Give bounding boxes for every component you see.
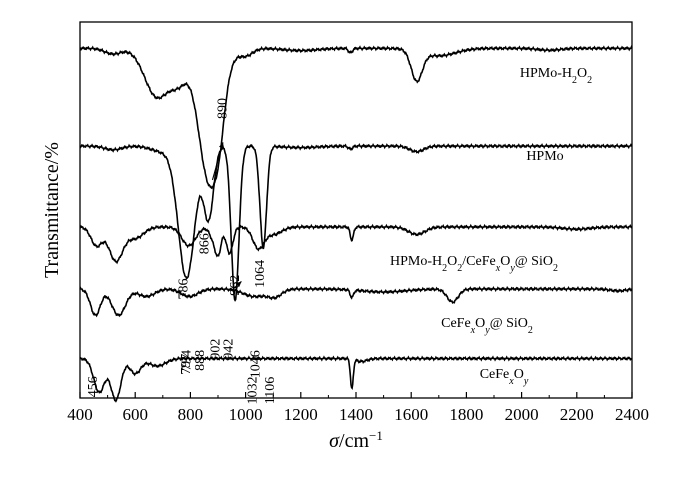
series-label-5: CeFexOy: [480, 367, 529, 387]
series-label-4: CeFexOy@ SiO2: [441, 316, 533, 336]
spectra-traces: [79, 45, 633, 403]
x-tick-label: 1400: [339, 405, 373, 424]
peak-label: 902: [208, 339, 223, 360]
peak-arrow-head: [235, 281, 242, 288]
peak-label: 1064: [253, 260, 268, 288]
peak-label: 786: [177, 279, 192, 300]
series-labels: HPMo-H2O2 HPMo HPMo-H2O2/CeFexOy@ SiO2 CeFe…: [390, 66, 592, 387]
peak-arrows: [211, 142, 242, 290]
peak-label: 1032: [246, 377, 261, 405]
x-axis-label-exponent: −1: [369, 428, 383, 443]
peak-label: 1106: [263, 377, 278, 404]
peak-label: 962: [228, 275, 243, 296]
series-label-2: HPMo: [526, 149, 563, 164]
x-axis-ticks: 400 600 800 1000 1200 1400 1600 1800 2000 2200 240…: [67, 392, 649, 424]
x-axis-label-symbol: σ: [329, 430, 340, 452]
series-label-3: HPMo-H2O2/CeFexOy@ SiO2: [390, 254, 558, 274]
x-tick-label: 1200: [284, 405, 318, 424]
x-tick-label: 400: [67, 405, 93, 424]
peak-label: 794: [179, 350, 194, 371]
peak-label: 797: [179, 354, 194, 375]
x-tick-label: 1600: [394, 405, 428, 424]
x-tick-label: 2400: [615, 405, 649, 424]
x-axis-label-unit: /cm: [339, 430, 369, 452]
peak-arrow-head: [219, 142, 225, 149]
series-label-1: HPMo-H2O2: [520, 66, 592, 86]
peak-label: 456: [86, 376, 101, 397]
x-tick-label: 2200: [560, 405, 594, 424]
peak-arrow-line: [211, 142, 224, 181]
peak-label: 888: [193, 350, 208, 371]
spectrum-line-5: [79, 355, 633, 403]
peak-label: 1046: [248, 350, 263, 378]
peak-label: 890: [215, 98, 230, 119]
x-axis-label: σ/cm−1: [329, 428, 383, 453]
peak-label: 866: [198, 233, 213, 254]
spectrum-line-1: [79, 45, 633, 190]
x-tick-label: 1000: [229, 405, 263, 424]
x-tick-label: 1800: [449, 405, 483, 424]
spectrum-line-2: [79, 142, 633, 302]
y-axis-label: Transmittance/%: [41, 142, 63, 278]
spectrum-line-4: [79, 285, 633, 318]
x-tick-label: 800: [178, 405, 204, 424]
peak-label: 942: [221, 339, 236, 360]
spectrum-line-3: [79, 223, 633, 265]
x-tick-label: 600: [122, 405, 148, 424]
x-tick-label: 2000: [505, 405, 539, 424]
